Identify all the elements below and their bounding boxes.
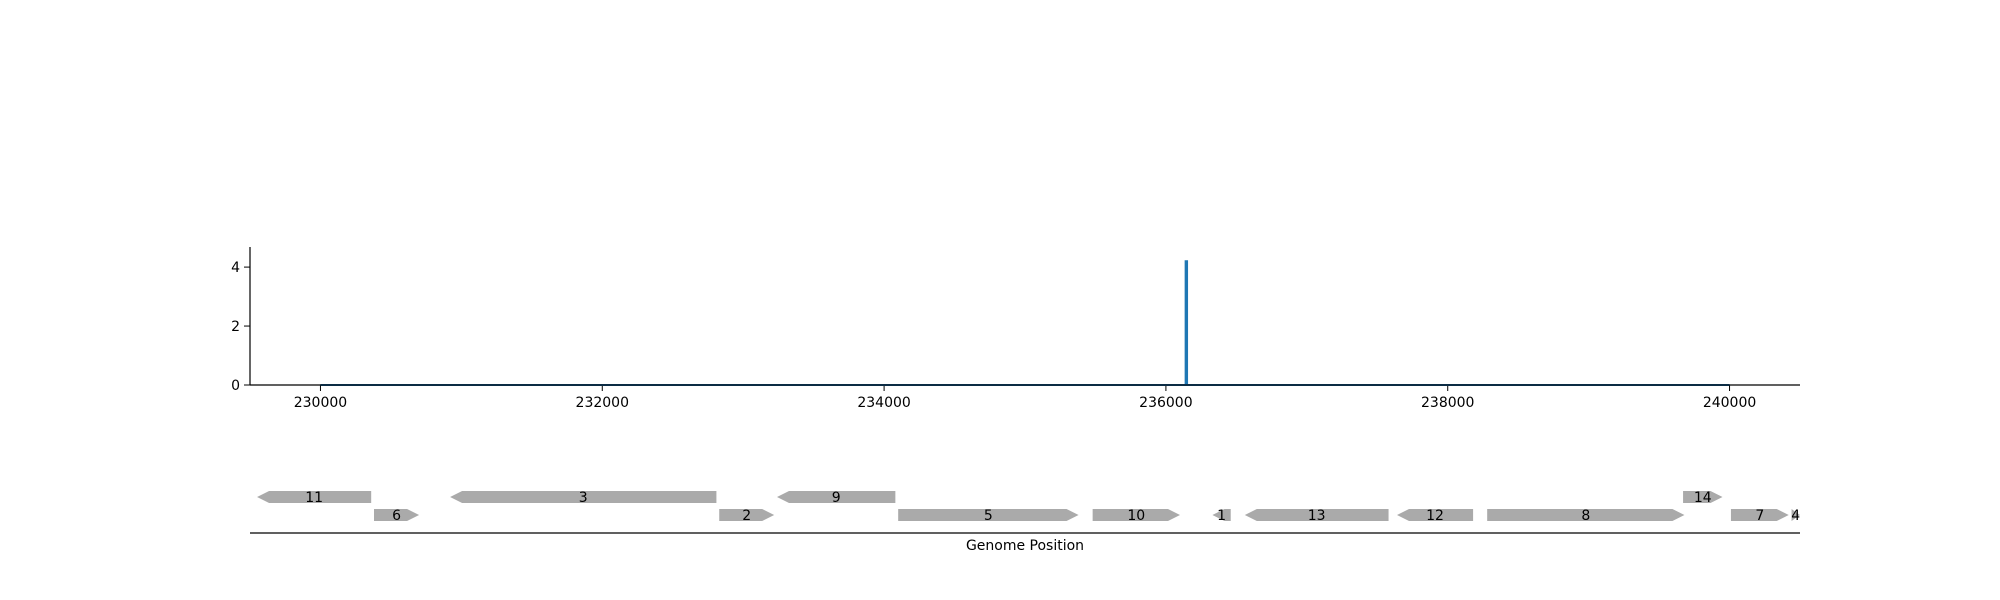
gene-label: 12 <box>1426 508 1444 524</box>
gene-label: 1 <box>1217 508 1226 524</box>
x-tick-label: 232000 <box>576 395 629 411</box>
x-axis-label: Genome Position <box>966 538 1084 554</box>
x-axis-ticks: 230000 232000 234000 236000 238000 240000 <box>294 385 1756 411</box>
gene-features: 11 6 3 2 9 5 10 1 13 12 8 14 7 4 <box>257 490 1800 524</box>
gene-arrow <box>1397 509 1474 521</box>
x-tick-label: 236000 <box>1139 395 1192 411</box>
gene-label: 4 <box>1791 508 1800 524</box>
gene-arrow <box>1212 509 1231 521</box>
gene-arrow <box>257 491 372 503</box>
gene-label: 8 <box>1581 508 1590 524</box>
gene-arrow <box>898 509 1079 521</box>
gene-arrow <box>1730 509 1789 521</box>
gene-arrow <box>374 509 420 521</box>
gene-label: 10 <box>1127 508 1145 524</box>
y-tick-label: 4 <box>231 260 240 276</box>
gene-label: 9 <box>832 490 841 506</box>
gene-arrow <box>1791 509 1800 521</box>
gene-label: 2 <box>742 508 751 524</box>
gene-arrow <box>1092 509 1180 521</box>
coverage-series <box>320 260 1730 386</box>
gene-arrow <box>719 509 775 521</box>
y-axis-ticks: 0 2 4 <box>231 260 250 394</box>
gene-label: 14 <box>1694 490 1712 506</box>
gene-label: 7 <box>1755 508 1764 524</box>
x-tick-label: 234000 <box>857 395 910 411</box>
coverage-chart: 0 2 4 230000 232000 234000 236000 238000 240000 <box>231 247 1800 411</box>
x-tick-label: 238000 <box>1421 395 1474 411</box>
gene-arrow <box>450 491 717 503</box>
gene-label: 13 <box>1308 508 1326 524</box>
y-tick-label: 0 <box>231 378 240 394</box>
gene-label: 6 <box>392 508 401 524</box>
gene-track: 11 6 3 2 9 5 10 1 13 12 8 14 7 4 Genome Position <box>250 490 1800 554</box>
x-tick-label: 240000 <box>1703 395 1756 411</box>
gene-arrow <box>1244 509 1389 521</box>
y-tick-label: 2 <box>231 319 240 335</box>
gene-arrow <box>1683 491 1723 503</box>
x-tick-label: 230000 <box>294 395 347 411</box>
gene-arrow <box>777 491 896 503</box>
gene-label: 3 <box>579 490 588 506</box>
gene-arrow <box>1487 509 1685 521</box>
coverage-line <box>320 260 1730 386</box>
gene-label: 5 <box>984 508 993 524</box>
gene-label: 11 <box>305 490 323 506</box>
